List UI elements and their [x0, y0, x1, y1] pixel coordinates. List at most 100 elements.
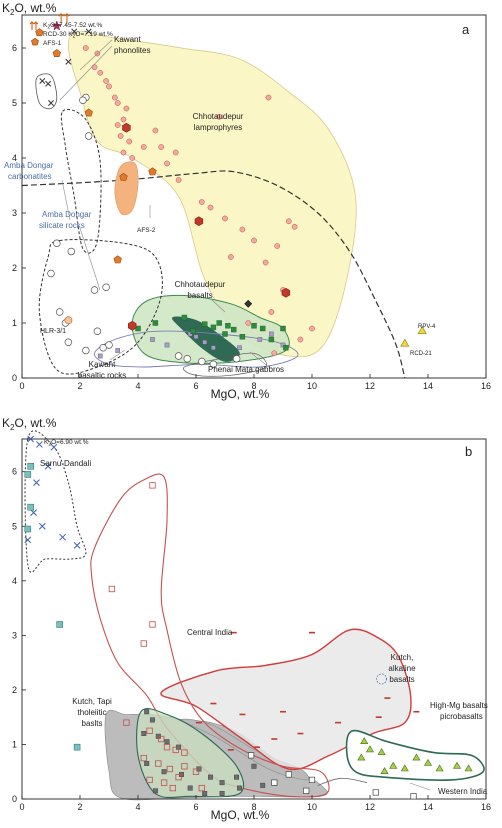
sarnu-dandali-point — [36, 441, 43, 448]
label-rpv4: RPV-4 — [418, 324, 436, 330]
x-tick-label: 14 — [423, 802, 433, 812]
chhotaudepur-basalt-point — [216, 320, 222, 326]
chhotaudepur-basalt-point — [230, 326, 237, 333]
western-india-point — [410, 793, 417, 800]
chhotaudepur-basalt-point — [283, 345, 289, 351]
tholeiite-point — [260, 782, 266, 788]
teal-square-point — [24, 471, 32, 478]
western-india-point — [372, 789, 379, 796]
central-india-point — [149, 621, 156, 628]
legend-item-rcd30: RCD-30 K2O=7.19 wt.% — [43, 31, 113, 40]
lamprophyre-point — [91, 64, 98, 71]
x-tick-label: 6 — [193, 381, 198, 391]
amba-dongar-silicate-point — [209, 360, 218, 369]
chhotaudepur-basalt-point — [280, 325, 286, 332]
panel-b-x-axis-label: MgO, wt.% — [211, 808, 270, 822]
sarnu-dandali-point — [38, 522, 46, 530]
kawant-phonolite-point — [65, 58, 72, 65]
sarnu-dandali-point — [59, 533, 66, 541]
orange-pentagon-point — [52, 49, 61, 58]
leader-chhotaudepur-basalts — [211, 299, 226, 313]
lamprophyre-point — [222, 215, 228, 222]
label-kutch-tapi-3: baslts — [82, 719, 103, 728]
kawant-phonolite-point — [39, 78, 46, 84]
central-india-point — [146, 727, 153, 734]
kawant-basaltic-point — [257, 337, 263, 342]
kawant-basaltic-point — [150, 337, 155, 342]
x-tick-label: 8 — [251, 381, 256, 391]
lamprophyre-point — [207, 204, 214, 211]
orange-pentagon-point — [113, 255, 122, 264]
x-tick-label: 0 — [19, 802, 24, 812]
label-afs2: AFS-2 — [137, 227, 156, 234]
field-central-india — [90, 473, 330, 798]
central-india-point — [160, 779, 168, 786]
kawant-basaltic-point — [237, 345, 242, 351]
central-india-point — [140, 640, 147, 647]
central-india-point — [166, 765, 174, 773]
kawant-basaltic-point — [193, 334, 199, 340]
lamprophyre-point — [114, 122, 121, 128]
tholeiite-point — [251, 763, 257, 769]
lamprophyre-point — [120, 149, 127, 156]
central-india-point — [140, 754, 147, 762]
teal-square-point — [73, 743, 81, 751]
lamprophyre-point — [271, 350, 278, 357]
label-amba-dongar-carbonatites-1: Amba Dongar — [4, 161, 54, 170]
tholeiite-point — [144, 761, 150, 766]
central-india-point — [192, 768, 200, 775]
central-india-point — [175, 774, 182, 781]
panel-b-y-axis-label: K2O, wt.% — [2, 416, 57, 432]
leader-western-india — [409, 782, 431, 791]
sarnu-dandali-point — [73, 542, 81, 549]
lamprophyre-point — [239, 226, 246, 233]
picrobasalt-point — [365, 745, 375, 753]
y-tick-label: 0 — [12, 373, 17, 383]
red-hexagon-point — [122, 122, 131, 133]
panel-b-top-note: K2O=6.90 wt.% — [44, 439, 89, 448]
western-india-point — [271, 779, 278, 786]
x-tick-label: 10 — [307, 381, 317, 391]
picrobasalt-point — [380, 767, 389, 775]
central-india-point — [108, 585, 116, 593]
tholeiite-point — [234, 774, 240, 780]
y-tick-label: 4 — [12, 153, 17, 163]
x-tick-label: 12 — [365, 802, 375, 812]
legend-arrow-symbol — [29, 21, 39, 30]
sarnu-dandali-point — [24, 536, 32, 544]
teal-square-point — [27, 462, 35, 470]
chhotaudepur-basalt-point — [201, 321, 208, 327]
x-tick-label: 10 — [307, 802, 317, 812]
lamprophyre-point — [117, 133, 124, 139]
label-high-mg-2: picrobasalts — [440, 712, 483, 721]
amba-dongar-silicate-point — [67, 247, 76, 256]
field-picrobasalts — [345, 729, 485, 781]
star-point — [51, 20, 63, 31]
central-india-point — [123, 719, 130, 726]
central-india-point — [181, 749, 188, 756]
y-tick-label: 0 — [12, 794, 17, 804]
amba-dongar-silicate-point — [55, 308, 64, 316]
teal-square-point — [24, 525, 32, 533]
line-western-india-line — [317, 777, 368, 786]
label-hlr: HLR-3/1 — [40, 328, 66, 335]
lamprophyre-point — [172, 149, 179, 156]
amba-dongar-silicate-point — [93, 327, 102, 336]
field-kawant-phonolites — [35, 73, 58, 110]
y-tick-label: 3 — [12, 208, 17, 218]
label-kawant-phonolites-2: phonolites — [114, 46, 150, 55]
central-india-point — [172, 746, 179, 754]
leader-kawant-phonolites-2 — [59, 45, 113, 101]
leader-amba-silicate-2 — [79, 227, 101, 291]
label-kutch-alkaline-2: alkaline — [388, 664, 416, 673]
chhotaudepur-basalt-point — [222, 331, 228, 337]
amba-dongar-silicate-point — [102, 283, 110, 292]
x-tick-label: 2 — [77, 802, 82, 812]
kawant-basaltic-point — [187, 331, 193, 337]
lamprophyre-point — [297, 336, 304, 343]
kawant-basaltic-point — [202, 339, 208, 345]
label-chhotaudepur-basalts-1: Chhotaudepur — [175, 280, 226, 289]
lamprophyre-point — [106, 83, 112, 90]
field-amba-dongar-carbonatites — [60, 108, 102, 254]
